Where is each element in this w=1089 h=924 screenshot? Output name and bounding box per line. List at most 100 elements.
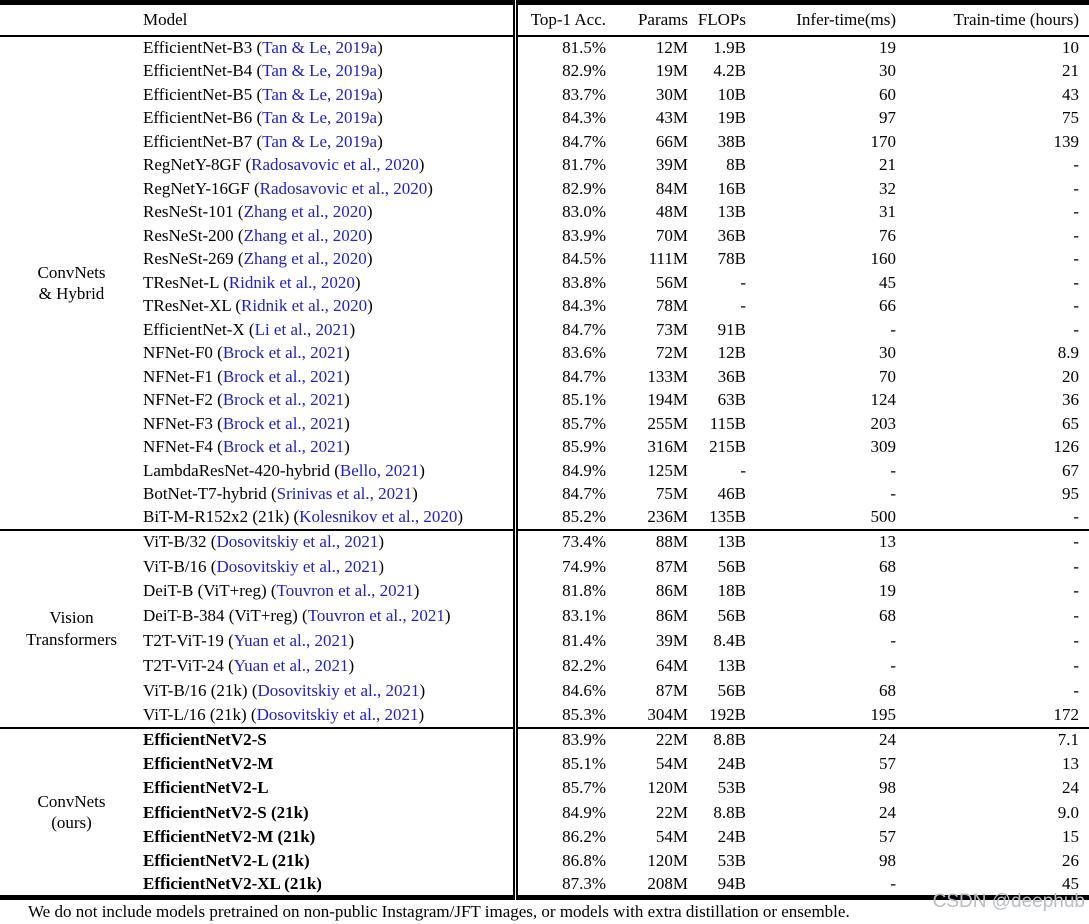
citation-link[interactable]: Srinivas et al., 2021 bbox=[276, 484, 413, 504]
infer-time-cell: 32 bbox=[879, 178, 896, 198]
infer-time-cell: 203 bbox=[870, 413, 897, 433]
table-row: EfficientNetV2-XL (21k) 87.3% 208M 94B - 45 bbox=[0, 873, 1089, 898]
top1-acc-cell: 87.3% bbox=[512, 873, 608, 898]
infer-time-cell: 66 bbox=[879, 296, 896, 316]
model-name: T2T-ViT-24 bbox=[143, 655, 224, 675]
table-row: NFNet-F2 (Brock et al., 2021) 85.1% 194M 63… bbox=[0, 388, 1089, 412]
header-row: Model Top-1 Acc. Params FLOPs Infer-time(ms)… bbox=[0, 2, 1089, 37]
citation-link[interactable]: Dosovitskiy et al., 2021 bbox=[257, 680, 420, 700]
params-cell: 87M bbox=[655, 556, 688, 576]
top1-acc-cell: 83.9% bbox=[512, 224, 608, 248]
params-cell: 19M bbox=[655, 61, 688, 81]
model-cell: ViT-L/16 (21k) (Dosovitskiy et al., 2021… bbox=[143, 704, 425, 724]
params-cell: 133M bbox=[647, 366, 688, 386]
infer-time-cell: 24 bbox=[879, 730, 896, 750]
top1-acc-cell: 82.9% bbox=[512, 59, 608, 83]
model-name: ViT-B/16 bbox=[143, 556, 207, 576]
params-cell: 73M bbox=[655, 319, 688, 339]
infer-time-cell: 309 bbox=[870, 437, 897, 457]
top1-acc-cell: 81.4% bbox=[512, 628, 608, 654]
citation-link[interactable]: Yuan et al., 2021 bbox=[233, 655, 349, 675]
params-cell: 70M bbox=[655, 225, 688, 245]
citation-link[interactable]: Brock et al., 2021 bbox=[222, 343, 345, 363]
section-label-line: (ours) bbox=[51, 812, 92, 832]
params-cell: 88M bbox=[655, 532, 688, 552]
params-cell: 66M bbox=[655, 131, 688, 151]
model-cell: EfficientNetV2-XL (21k) bbox=[143, 873, 515, 897]
table-row: ViT-B/16 (Dosovitskiy et al., 2021) 74.9%… bbox=[0, 554, 1089, 580]
model-name: DeiT-B (ViT+reg) bbox=[143, 581, 267, 601]
citation-link[interactable]: Tan & Le, 2019a bbox=[262, 131, 378, 151]
citation-link[interactable]: Zhang et al., 2020 bbox=[243, 249, 367, 269]
table-row: T2T-ViT-24 (Yuan et al., 2021) 82.2% 64M 13… bbox=[0, 653, 1089, 679]
flops-cell: - bbox=[740, 272, 746, 292]
params-cell: 316M bbox=[647, 437, 688, 457]
train-time-cell: - bbox=[1073, 319, 1079, 339]
model-cell: EfficientNet-B7 (Tan & Le, 2019a) bbox=[143, 131, 383, 151]
infer-time-cell: 195 bbox=[870, 704, 897, 724]
train-time-cell: 45 bbox=[1062, 873, 1079, 893]
model-name: TResNet-XL bbox=[143, 296, 232, 316]
model-name: BiT-M-R152x2 (21k) bbox=[143, 507, 290, 527]
params-cell: 120M bbox=[647, 850, 688, 870]
top1-acc-cell: 84.7% bbox=[512, 130, 608, 154]
model-cell: BiT-M-R152x2 (21k) (Kolesnikov et al., 2… bbox=[143, 507, 464, 527]
flops-cell: 13B bbox=[717, 655, 746, 675]
params-cell: 43M bbox=[655, 108, 688, 128]
flops-cell: 56B bbox=[717, 606, 746, 626]
citation-link[interactable]: Touvron et al., 2021 bbox=[307, 606, 445, 626]
train-time-cell: - bbox=[1073, 178, 1079, 198]
model-name: ResNeSt-200 bbox=[143, 225, 234, 245]
train-time-cell: 65 bbox=[1062, 413, 1079, 433]
top1-acc-cell: 85.7% bbox=[512, 412, 608, 436]
model-name: RegNetY-16GF bbox=[143, 178, 250, 198]
infer-time-cell: 21 bbox=[879, 155, 896, 175]
citation-link[interactable]: Brock et al., 2021 bbox=[222, 390, 345, 410]
flops-cell: 63B bbox=[717, 390, 746, 410]
top1-acc-cell: 73.4% bbox=[512, 529, 608, 555]
citation-link[interactable]: Yuan et al., 2021 bbox=[233, 631, 349, 651]
citation-link[interactable]: Tan & Le, 2019a bbox=[262, 108, 378, 128]
citation-link[interactable]: Brock et al., 2021 bbox=[222, 437, 345, 457]
citation-link[interactable]: Tan & Le, 2019a bbox=[262, 38, 378, 58]
flops-cell: 24B bbox=[717, 826, 746, 846]
model-name: EfficientNet-B6 bbox=[143, 108, 253, 128]
citation-link[interactable]: Brock et al., 2021 bbox=[222, 413, 345, 433]
citation-link[interactable]: Tan & Le, 2019a bbox=[262, 61, 378, 81]
model-cell: ResNeSt-200 (Zhang et al., 2020) bbox=[143, 225, 373, 245]
citation-link[interactable]: Bello, 2021 bbox=[339, 460, 420, 480]
top1-acc-cell: 85.2% bbox=[512, 506, 608, 530]
citation-link[interactable]: Kolesnikov et al., 2020 bbox=[299, 507, 458, 527]
citation-link[interactable]: Zhang et al., 2020 bbox=[243, 225, 367, 245]
train-time-cell: 9.0 bbox=[1057, 802, 1079, 822]
section-label: Vision Transformers bbox=[0, 530, 143, 728]
citation-link[interactable]: Dosovitskiy et al., 2021 bbox=[216, 556, 379, 576]
infer-time-cell: 19 bbox=[879, 581, 896, 601]
infer-time-cell: 24 bbox=[879, 802, 896, 822]
citation-link[interactable]: Ridnik et al., 2020 bbox=[241, 296, 368, 316]
model-name: T2T-ViT-19 bbox=[143, 631, 224, 651]
top1-acc-cell: 84.3% bbox=[512, 294, 608, 318]
citation-link[interactable]: Brock et al., 2021 bbox=[222, 366, 345, 386]
params-cell: 84M bbox=[655, 178, 688, 198]
model-cell: EfficientNet-B4 (Tan & Le, 2019a) bbox=[143, 61, 383, 81]
citation-link[interactable]: Dosovitskiy et al., 2021 bbox=[256, 704, 419, 724]
top1-acc-cell: 84.9% bbox=[512, 459, 608, 483]
citation-link[interactable]: Li et al., 2021 bbox=[254, 319, 350, 339]
model-cell: DeiT-B (ViT+reg) (Touvron et al., 2021) bbox=[143, 581, 420, 601]
citation-link[interactable]: Tan & Le, 2019a bbox=[262, 84, 378, 104]
citation-link[interactable]: Ridnik et al., 2020 bbox=[228, 272, 355, 292]
infer-time-cell: 60 bbox=[879, 84, 896, 104]
table-row: ViT-B/16 (21k) (Dosovitskiy et al., 2021… bbox=[0, 678, 1089, 704]
model-comparison-table: Model Top-1 Acc. Params FLOPs Infer-time(ms)… bbox=[0, 0, 1089, 900]
citation-link[interactable]: Dosovitskiy et al., 2021 bbox=[216, 532, 379, 552]
train-time-cell: 36 bbox=[1062, 390, 1079, 410]
citation-link[interactable]: Touvron et al., 2021 bbox=[276, 581, 414, 601]
flops-cell: 8B bbox=[726, 155, 746, 175]
citation-link[interactable]: Radosavovic et al., 2020 bbox=[251, 155, 419, 175]
infer-time-cell: - bbox=[890, 873, 896, 893]
citation-link[interactable]: Zhang et al., 2020 bbox=[243, 202, 367, 222]
model-cell: NFNet-F4 (Brock et al., 2021) bbox=[143, 437, 350, 457]
citation-link[interactable]: Radosavovic et al., 2020 bbox=[259, 178, 428, 198]
